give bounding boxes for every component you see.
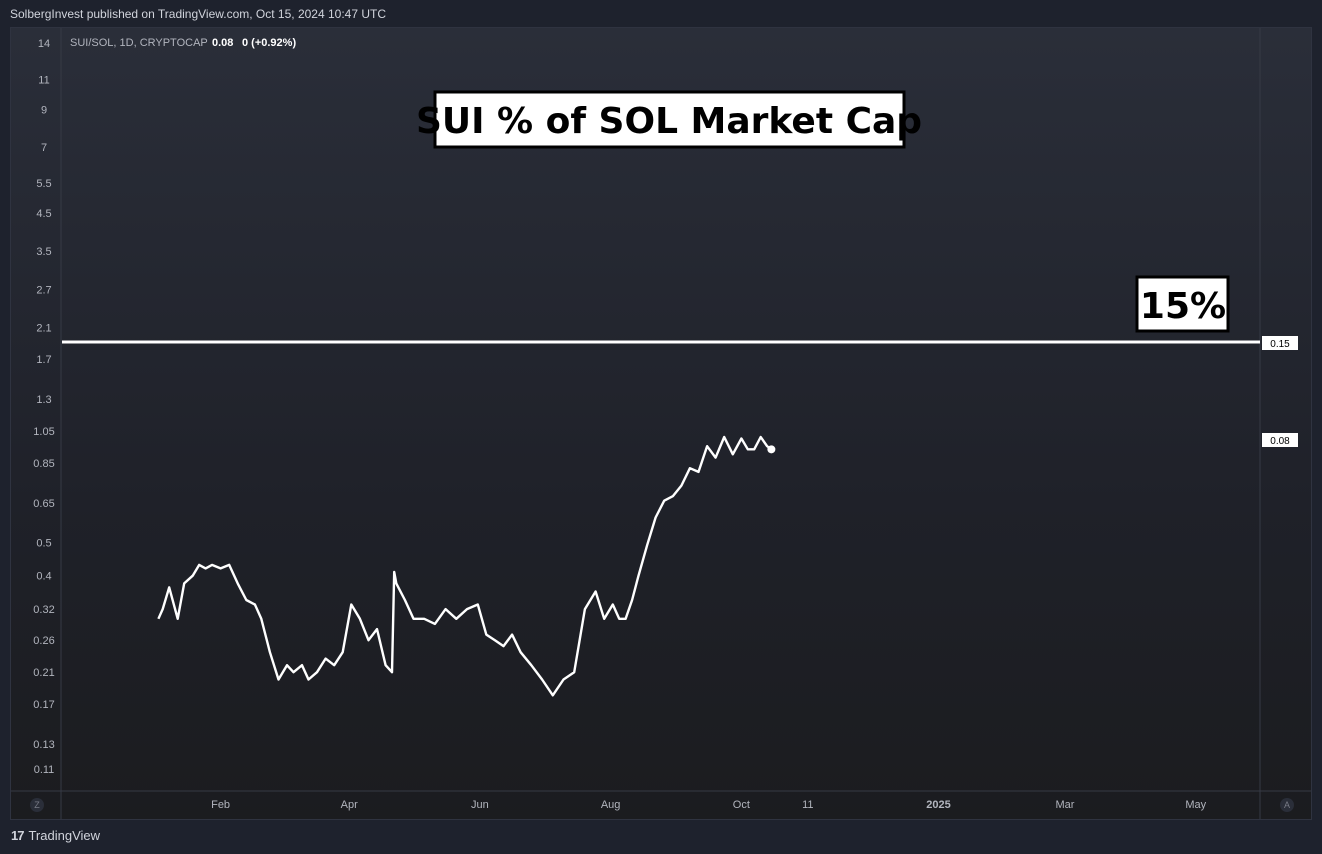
y-tick-label-21: 0.11	[34, 764, 55, 776]
x-tick-label-5: 11	[802, 799, 813, 811]
tradingview-logo[interactable]: 17 TradingView	[11, 828, 100, 843]
level-price-label-box	[1262, 336, 1298, 350]
y-tick-label-16: 0.32	[33, 604, 54, 616]
x-tick-label-2: Jun	[471, 799, 489, 811]
y-tick-label-11: 1.05	[33, 426, 54, 438]
y-tick-label-12: 0.85	[33, 458, 54, 470]
y-tick-label-18: 0.21	[33, 667, 54, 679]
y-tick-label-4: 5.5	[36, 178, 51, 190]
legend-change: 0 (+0.92%)	[242, 37, 296, 49]
y-tick-label-3: 7	[41, 142, 47, 154]
level-annotation-box[interactable]	[1135, 275, 1230, 333]
y-tick-label-6: 3.5	[36, 246, 51, 258]
x-tick-label-4: Oct	[733, 799, 750, 811]
title-annotation-box[interactable]	[433, 90, 906, 149]
y-tick-label-17: 0.26	[33, 635, 54, 647]
last-price-label: 0.08	[1270, 436, 1290, 447]
y-tick-label-5: 4.5	[36, 208, 51, 220]
y-tick-label-20: 0.13	[33, 739, 54, 751]
publish-header: SolbergInvest published on TradingView.c…	[0, 0, 1322, 27]
auto-scale-button[interactable]: A	[1280, 798, 1294, 812]
y-tick-label-14: 0.5	[36, 537, 51, 549]
x-tick-label-0: Feb	[211, 799, 230, 811]
legend-last-value: 0.08	[212, 37, 233, 49]
x-tick-label-7: Mar	[1056, 799, 1075, 811]
last-price-label-box	[1262, 433, 1298, 447]
zoom-z-button[interactable]: Z	[30, 798, 44, 812]
x-axis-ticks: Feb Apr Jun Aug Oct 11 2025 Mar May	[211, 799, 1206, 811]
y-tick-label-2: 9	[41, 104, 47, 116]
tradingview-logo-text: TradingView	[28, 828, 101, 843]
x-tick-label-8: May	[1185, 799, 1206, 811]
y-tick-label-7: 2.7	[36, 285, 51, 297]
publisher-line: SolbergInvest published on TradingView.c…	[10, 7, 387, 21]
y-tick-label-13: 0.65	[33, 498, 54, 510]
y-tick-label-0: 14	[38, 38, 50, 50]
tradingview-logo-mark: 17	[11, 828, 25, 843]
x-tick-label-1: Apr	[341, 799, 358, 811]
level-price-label: 0.15	[1270, 339, 1290, 350]
title-annotation-text: SUI % of SOL Market Cap	[416, 101, 922, 142]
y-tick-label-10: 1.3	[36, 394, 51, 406]
x-tick-label-6: 2025	[926, 799, 950, 811]
footer	[0, 820, 1322, 854]
y-tick-label-15: 0.4	[36, 571, 51, 583]
y-tick-label-1: 11	[38, 74, 49, 86]
y-tick-label-19: 0.17	[33, 699, 54, 711]
x-tick-label-3: Aug	[601, 799, 621, 811]
chart-pane[interactable]	[10, 27, 1312, 820]
y-tick-label-8: 2.1	[36, 322, 51, 334]
y-axis-ticks: 14 11 9 7 5.5 4.5 3.5 2.7 2.1 1.7 1.3 1.05 0.85 0.65 0…	[33, 38, 54, 776]
level-annotation-text: 15%	[1140, 286, 1226, 327]
y-tick-label-9: 1.7	[36, 354, 51, 366]
legend-symbol: SUI/SOL, 1D, CRYPTOCAP	[70, 37, 208, 49]
series-line-sui-sol	[157, 435, 773, 697]
series-last-point	[767, 445, 776, 454]
